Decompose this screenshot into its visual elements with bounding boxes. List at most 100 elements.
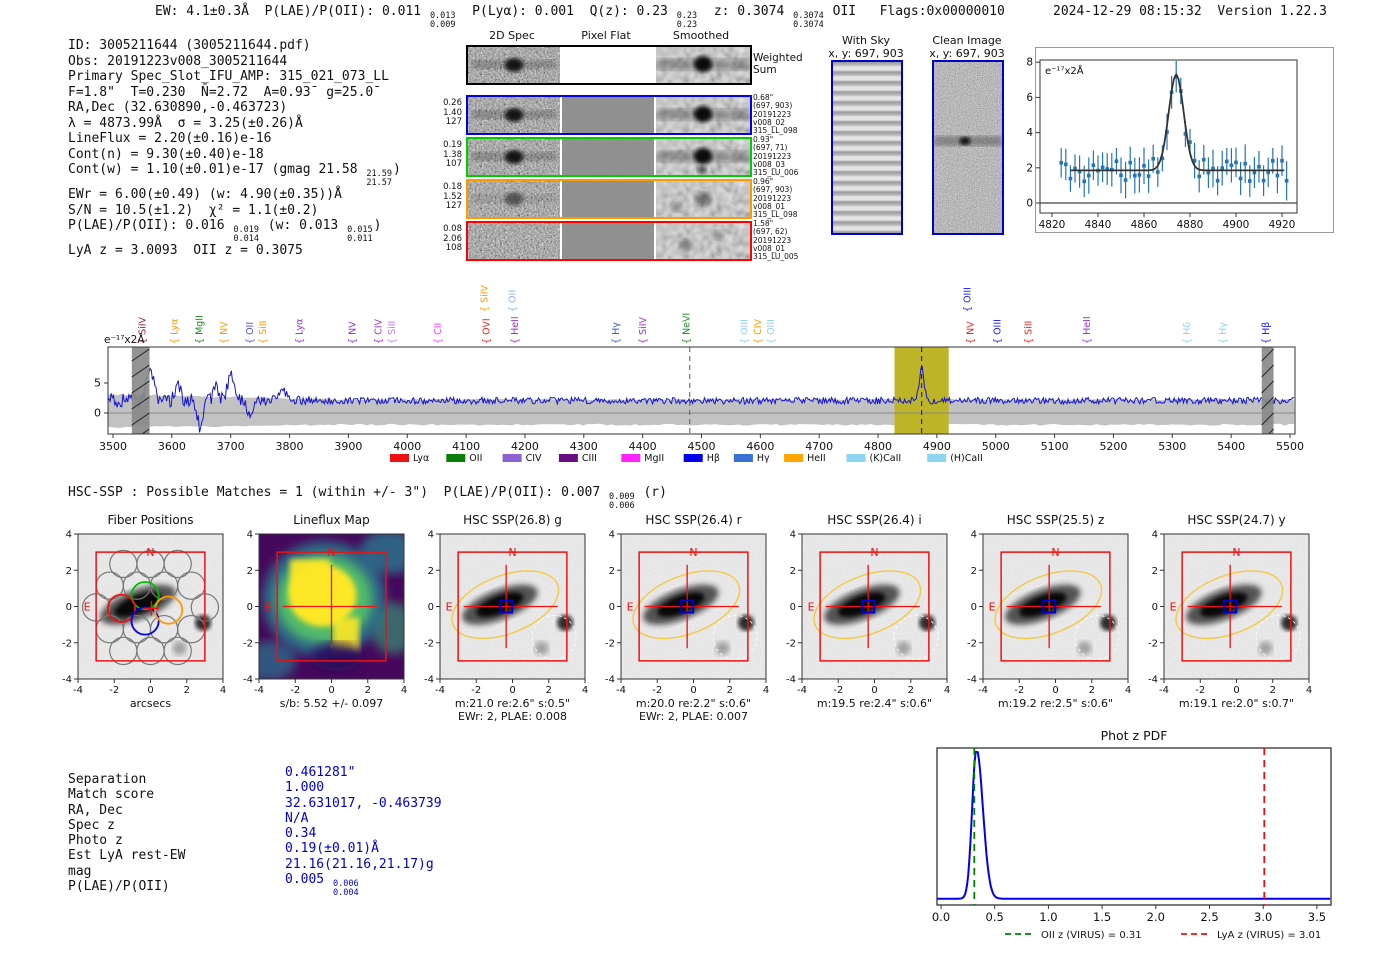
center-blue-box xyxy=(861,599,876,614)
spectrum-flux-curve xyxy=(108,365,1295,433)
photz-legend-item: OII z (VIRUS) = 0.31 xyxy=(1005,930,1142,941)
emission-line-label: { CIV xyxy=(373,319,384,344)
cutout-caption-1: arcsecs xyxy=(130,697,172,710)
spectrum-x-tick: 3800 xyxy=(276,440,304,453)
cutout-y-tick: -4 xyxy=(62,675,72,686)
cutout-x-tick: 0 xyxy=(1052,685,1058,696)
match-row-value: 0.34 xyxy=(285,826,317,842)
cutout-x-tick: 2 xyxy=(908,685,914,696)
compass-north-label: N xyxy=(689,546,697,559)
cutout-title: Lineflux Map xyxy=(293,513,369,527)
cutout-x-tick: 4 xyxy=(1306,685,1312,696)
inset-plot-box xyxy=(1039,59,1298,214)
extraction-red-box xyxy=(457,551,568,662)
spec2d-cell-pixelflat xyxy=(560,223,654,259)
spec2d-image xyxy=(562,181,654,217)
spec2d-cell-pixelflat xyxy=(560,97,654,133)
info-line: F=1.8" T=0.2̄30 N̄=2.7̄2 A=0.93̄ g=25.0̄ xyxy=(68,84,374,100)
legend-swatch xyxy=(927,454,947,462)
match-row-value: 0.005 0.006 0.004 xyxy=(285,872,359,898)
legend-swatch xyxy=(784,454,804,462)
inset-y-tick: 2 xyxy=(1026,162,1033,174)
emission-line-label: { OVI xyxy=(482,318,493,344)
cutout-caption-1: s/b: 5.52 +/- 0.097 xyxy=(280,697,384,710)
compass-east-label: E xyxy=(84,601,91,614)
spec2d-row-left-labels: 0.18 1.52 127 xyxy=(443,182,462,211)
spectrum-legend: Lyα OII CIV CIII MgII Hβ Hγ HeII (K)CaII (H)CaII xyxy=(390,453,983,464)
cutout-x-tick: 2 xyxy=(1270,685,1276,696)
spec2d-cell-smoothed xyxy=(654,97,750,133)
spectrum-hatch-band xyxy=(1261,347,1274,434)
legend-item: (K)CaII xyxy=(846,453,901,464)
cutout-x-tick: 0 xyxy=(328,685,334,696)
legend-label: CIII xyxy=(582,453,597,464)
photz-x-tick: 3.5 xyxy=(1308,910,1326,924)
cutout-y-tick: -2 xyxy=(786,638,796,649)
spectrum-y-tick: 5 xyxy=(94,377,101,390)
spec2d-cell-pixelflat xyxy=(560,181,654,217)
spec2d-image xyxy=(562,223,654,259)
cutout-y-tick: 2 xyxy=(247,566,253,577)
inset-y-tick: 8 xyxy=(1026,57,1033,69)
emission-line-label: { NV xyxy=(965,321,976,344)
cutout-x-tick: -2 xyxy=(1195,685,1205,696)
spectrum-clip-group xyxy=(108,347,1295,434)
spec2d-cell-2dspec xyxy=(468,181,560,217)
cutout-x-tick: 0 xyxy=(509,685,515,696)
emission-line-label: { SiIV xyxy=(137,316,148,344)
cutout-x-tick: 4 xyxy=(763,685,769,696)
emission-line-label: { Hδ xyxy=(1182,322,1193,344)
cutout-y-tick: 2 xyxy=(971,566,977,577)
match-row-value: 0.19(±0.01)Å xyxy=(285,841,379,857)
inset-y-tick: 0 xyxy=(1026,198,1033,210)
report-version: Version 1.22.3 xyxy=(1217,4,1327,19)
emission-line-label: { SiII xyxy=(258,321,269,344)
cutout-panel-lineflux: Lineflux Map N E 4 4 2 2 0 0 -2 -2 -4-4 s/b: 5.52 +/… xyxy=(243,513,407,710)
center-blue-box xyxy=(499,599,514,614)
spectrum-x-tick: 4500 xyxy=(688,440,716,453)
compass-north-label: N xyxy=(1051,546,1059,559)
cutout-y-tick: -4 xyxy=(243,675,253,686)
match-table-values: 0.461281" 1.000 32.631017, -0.463739 N/A 0.3… xyxy=(285,765,442,897)
cutout-x-tick: -4 xyxy=(797,685,807,696)
cutout-y-tick: -2 xyxy=(424,638,434,649)
spec2d-row-left-labels: 0.19 1.38 107 xyxy=(443,140,462,169)
cutout-x-tick: -4 xyxy=(616,685,626,696)
cutout-x-tick: 2 xyxy=(1089,685,1095,696)
cutout-x-tick: -2 xyxy=(109,685,119,696)
stacked-uncertainty: 0.3074 0.3074 xyxy=(793,11,824,30)
cutout-panel-r: HSC SSP(26.4) r N E 4 4 2 2 0 0 -2 -2 -4-4 m:20.0 re… xyxy=(605,513,769,723)
spec2d-row-right-labels: 1.58" (697, 62) 20191223 v008_01 315_LU_005 xyxy=(753,219,799,262)
spectrum-x-tick: 4900 xyxy=(923,440,951,453)
masked-region-circle xyxy=(531,614,577,660)
inset-y-tick: 4 xyxy=(1026,127,1033,139)
photz-x-tick: 1.0 xyxy=(1039,910,1057,924)
info-line: Cont(n) = 9.30(±0.40)e-18 xyxy=(68,146,264,162)
match-row-label: mag xyxy=(68,863,92,879)
emission-line-label: { SiIV xyxy=(479,284,490,312)
info-line: ID: 3005211644 (3005211644.pdf) xyxy=(68,38,311,53)
spectrum-unit-label: e⁻¹⁷x2Å xyxy=(104,333,145,346)
photz-legend-item: LyA z (VIRUS) = 3.01 xyxy=(1181,930,1321,941)
spec2d-image xyxy=(562,97,654,133)
info-line: EWr = 6.00(±0.49) (w: 4.90(±0.35))Å xyxy=(68,187,342,203)
spectrum-x-tick: 5100 xyxy=(1041,440,1069,453)
cutout-y-tick: -2 xyxy=(605,638,615,649)
emission-line-label: { Hγ xyxy=(1218,322,1229,344)
legend-item: Hβ xyxy=(683,453,720,464)
spec2d-row-left-labels: 0.08 2.06 108 xyxy=(443,224,462,253)
aperture-ellipse xyxy=(813,570,922,640)
spectrum-x-tick: 4300 xyxy=(570,440,598,453)
match-row-value: 1.000 xyxy=(285,780,325,796)
info-line: RA,Dec (32.630890,-0.463723) xyxy=(68,100,288,115)
match-row-value: 0.461281" xyxy=(285,765,356,780)
emission-line-label: { OIII xyxy=(962,287,973,312)
extraction-red-box xyxy=(95,551,206,662)
cutout-x-tick: 4 xyxy=(944,685,950,696)
cutout-x-tick: -4 xyxy=(254,685,264,696)
info-line: λ = 4873.99Å σ = 3.25(±0.26)Å xyxy=(68,115,303,131)
cutout-y-tick: 0 xyxy=(428,602,434,613)
cutout-y-tick: -4 xyxy=(424,675,434,686)
match-row-label: Match score xyxy=(68,787,155,803)
cutout-x-tick: 4 xyxy=(582,685,588,696)
